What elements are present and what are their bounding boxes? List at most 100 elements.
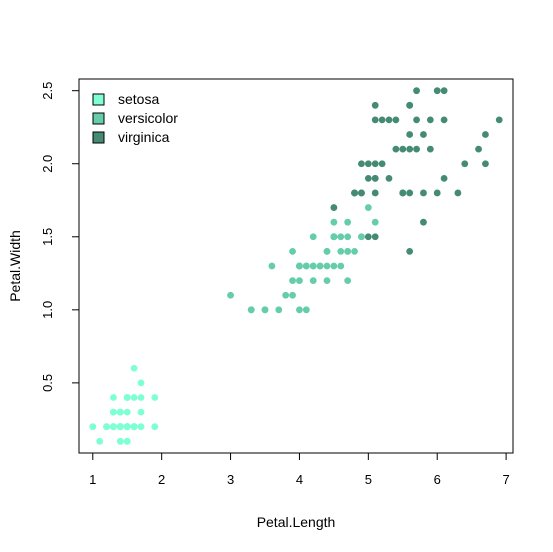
x-tick-label: 7 <box>502 472 509 487</box>
legend-swatch <box>92 112 105 125</box>
data-point <box>475 145 482 153</box>
data-point <box>378 116 386 124</box>
data-point <box>227 291 234 299</box>
data-point <box>406 247 414 255</box>
data-point <box>110 394 117 401</box>
data-point <box>337 247 345 255</box>
x-tick-label: 3 <box>227 472 234 487</box>
data-point <box>420 218 427 226</box>
data-point <box>406 131 414 138</box>
data-point <box>261 306 269 314</box>
data-point <box>440 174 448 182</box>
data-point <box>351 189 358 197</box>
data-point <box>358 189 365 197</box>
x-tick-label: 4 <box>296 472 303 487</box>
data-point <box>440 87 448 95</box>
data-point <box>461 160 469 168</box>
series-versicolor <box>227 189 379 314</box>
data-point <box>364 160 372 168</box>
data-point <box>296 306 303 314</box>
series-setosa <box>89 364 159 445</box>
data-point <box>103 423 110 431</box>
y-tick-label: 0.5 <box>40 374 55 392</box>
data-point <box>116 423 124 431</box>
data-point <box>426 116 434 124</box>
data-point <box>296 277 303 285</box>
data-point <box>364 174 372 182</box>
data-point <box>440 116 448 124</box>
y-axis: 0.5 1.0 1.5 2.0 2.5 <box>40 82 80 392</box>
data-point <box>151 423 159 431</box>
data-point <box>110 408 117 416</box>
x-tick-label: 6 <box>434 472 441 487</box>
x-tick-label: 2 <box>158 472 165 487</box>
data-point <box>337 233 345 241</box>
data-point <box>413 116 420 124</box>
data-point <box>344 218 352 226</box>
data-point <box>371 218 379 226</box>
y-tick-label: 1.5 <box>40 228 55 246</box>
data-point <box>385 116 393 124</box>
data-point <box>289 291 296 299</box>
data-point <box>358 233 365 241</box>
data-point <box>302 306 310 314</box>
data-point <box>151 394 159 401</box>
legend-label: versicolor <box>118 110 178 126</box>
data-point <box>406 145 414 153</box>
data-point <box>482 160 489 168</box>
data-point <box>358 160 365 168</box>
data-point <box>433 87 441 95</box>
data-point <box>130 364 138 372</box>
data-point <box>406 101 414 109</box>
data-point <box>130 423 138 431</box>
data-point <box>137 379 145 387</box>
data-point <box>330 233 338 241</box>
data-point <box>123 423 131 431</box>
data-point <box>413 145 420 153</box>
data-point <box>289 277 296 285</box>
y-axis-title: Petal.Width <box>7 230 23 302</box>
data-point <box>323 247 331 255</box>
data-point <box>344 233 352 241</box>
x-axis-title: Petal.Length <box>257 514 336 530</box>
data-point <box>309 262 317 270</box>
data-point <box>371 101 379 109</box>
data-point <box>330 218 338 226</box>
data-point <box>371 160 379 168</box>
data-point <box>110 423 117 431</box>
data-point <box>392 116 400 124</box>
legend: setosa versicolor virginica <box>92 91 178 145</box>
data-point <box>309 233 317 241</box>
data-point <box>282 291 290 299</box>
y-tick-label: 2.0 <box>40 155 55 173</box>
series-virginica <box>330 87 503 255</box>
data-point <box>364 233 372 241</box>
data-point <box>309 277 317 285</box>
data-point <box>130 394 138 401</box>
data-point <box>371 233 379 241</box>
legend-swatch <box>92 93 105 106</box>
legend-label: virginica <box>118 129 170 145</box>
data-point <box>420 189 427 197</box>
data-point <box>302 262 310 270</box>
data-point <box>385 174 393 182</box>
data-point <box>116 408 124 416</box>
data-point <box>371 174 379 182</box>
data-point <box>399 189 407 197</box>
data-point <box>116 437 124 445</box>
data-point <box>495 116 503 124</box>
data-point <box>392 145 400 153</box>
data-point <box>454 189 462 197</box>
y-tick-label: 2.5 <box>40 82 55 100</box>
data-point <box>123 394 131 401</box>
data-point <box>371 189 379 197</box>
data-point <box>137 394 145 401</box>
data-point <box>351 247 358 255</box>
data-point <box>89 423 97 431</box>
data-point <box>344 277 352 285</box>
data-point <box>330 204 338 211</box>
data-point <box>296 262 303 270</box>
x-axis: 1 2 3 4 5 6 7 <box>89 452 510 487</box>
data-point <box>413 87 420 95</box>
data-point <box>96 437 104 445</box>
